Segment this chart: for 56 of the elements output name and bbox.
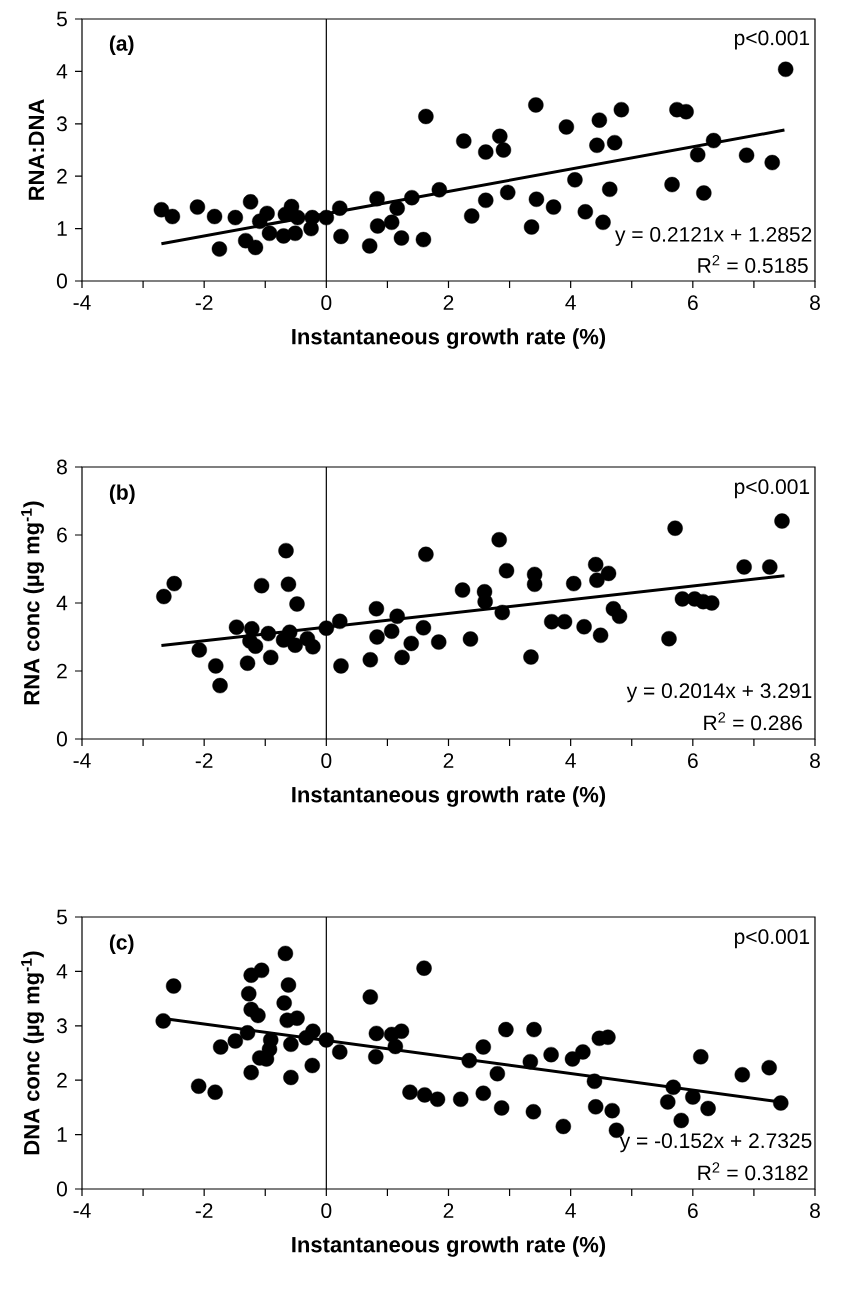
annotation: (a): [109, 35, 134, 55]
x-axis-title: Instantaneous growth rate (%): [292, 328, 606, 349]
x-tick-label: -2: [195, 1203, 213, 1218]
annotation: p<0.001: [734, 479, 810, 499]
y-tick-label: 5: [56, 909, 67, 925]
x-tick-label: -2: [195, 295, 213, 310]
x-tick-label: 0: [321, 295, 332, 311]
x-tick-label: 8: [810, 1203, 820, 1219]
y-tick-label: 8: [57, 459, 67, 475]
x-tick-label: 6: [688, 295, 698, 311]
y-tick-label: 4: [56, 595, 68, 611]
annotation: R$^{2}$ = 0.5185: [698, 254, 808, 273]
y-tick-label: 0: [56, 273, 67, 289]
x-tick-label: 0: [321, 1203, 332, 1219]
x-tick-label: 4: [565, 753, 576, 768]
annotation: y = -0.152x + 2.7325: [619, 1133, 812, 1153]
x-axis-title: Instantaneous growth rate (%): [292, 786, 606, 807]
annotation: R$^{2}$ = 0.3182: [698, 1162, 808, 1181]
y-tick-label: 2: [57, 663, 67, 679]
x-tick-label: -2: [195, 753, 213, 768]
y-tick-label: 0: [56, 731, 67, 747]
y-tick-label: 1: [57, 221, 67, 236]
y-tick-label: 5: [56, 11, 67, 27]
y-tick-label: 6: [57, 527, 67, 543]
y-tick-label: 3: [56, 1018, 67, 1034]
x-tick-label: 8: [810, 753, 820, 769]
x-tick-label: 4: [565, 295, 576, 310]
x-tick-label: 2: [443, 295, 454, 310]
y-tick-label: 1: [57, 1127, 67, 1142]
y-tick-label: 3: [56, 116, 67, 132]
annotation: R$^{2}$ = 0.286: [704, 712, 802, 731]
y-tick-label: 4: [56, 64, 68, 79]
y-tick-label: 0: [56, 1181, 67, 1197]
annotation: y = 0.2121x + 1.2852: [615, 226, 812, 246]
annotation: (b): [109, 484, 135, 504]
x-tick-label: 2: [443, 1203, 454, 1218]
x-tick-label: 4: [565, 1203, 576, 1218]
y-axis-title: RNA:DNA: [28, 99, 44, 200]
x-tick-label: 0: [321, 753, 332, 769]
x-tick-label: 6: [688, 1203, 698, 1219]
x-tick-label: 2: [443, 753, 454, 768]
y-tick-label: 4: [56, 964, 68, 979]
y-tick-label: 2: [57, 1072, 67, 1088]
y-tick-label: 2: [57, 168, 67, 184]
annotation: (c): [109, 934, 134, 954]
x-tick-label: -4: [73, 295, 91, 310]
x-tick-label: 6: [688, 753, 698, 769]
y-axis-title: RNA conc (µg mg$^{-1}$): [21, 501, 44, 705]
annotation: y = 0.2014x + 3.291: [626, 683, 812, 703]
y-axis-title: DNA conc (µg mg$^{-1}$): [21, 951, 44, 1155]
x-axis-title: Instantaneous growth rate (%): [292, 1236, 606, 1257]
x-tick-label: -4: [73, 753, 91, 768]
annotation: p<0.001: [734, 30, 810, 50]
x-tick-label: 8: [810, 295, 820, 311]
x-tick-label: -4: [73, 1203, 91, 1218]
annotation: p<0.001: [734, 929, 810, 949]
